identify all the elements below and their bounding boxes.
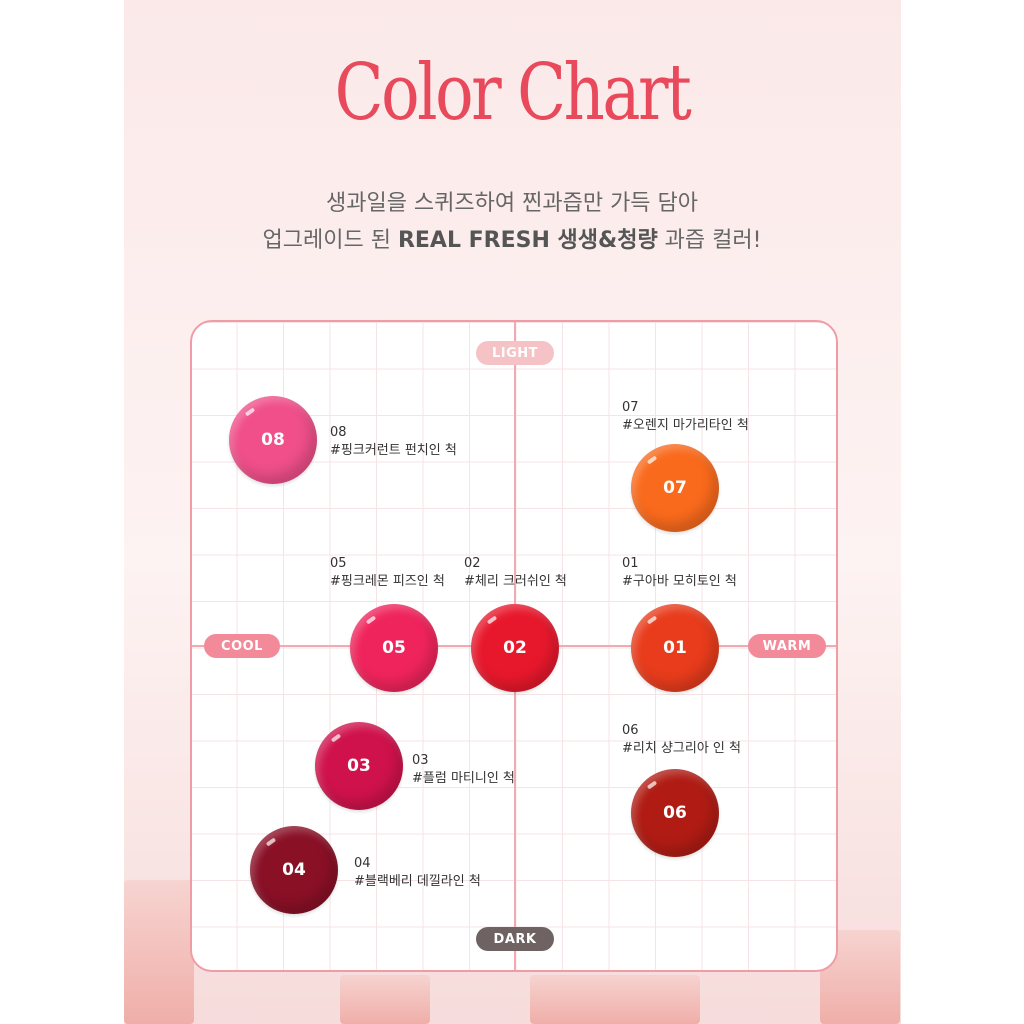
shade-name: #블랙베리 데낄라인 척 (354, 874, 481, 889)
axis-label-warm: WARM (748, 634, 826, 658)
subtitle-text: 업그레이드 된 (262, 228, 398, 253)
shade-name: #리치 샹그리아 인 척 (622, 741, 741, 756)
shade-swatch-05: 05 (350, 604, 438, 692)
product-image (124, 880, 194, 1024)
shade-label-05: 05 #핑크레몬 피즈인 척 (330, 555, 445, 591)
shade-number: 01 (622, 556, 639, 571)
axis-label-dark: DARK (476, 927, 554, 951)
subtitle-line-2: 업그레이드 된 REAL FRESH 생생&청량 과즙 컬러! (0, 222, 1024, 254)
shade-swatch-07: 07 (631, 444, 719, 532)
shade-number: 08 (330, 425, 347, 440)
shade-number: 05 (330, 556, 347, 571)
shade-name: #핑크레몬 피즈인 척 (330, 574, 445, 589)
shade-name: #플럼 마티니인 척 (412, 771, 515, 786)
shade-name: #구아바 모히토인 척 (622, 574, 737, 589)
shade-number: 02 (464, 556, 481, 571)
shade-label-08: 08 #핑크커런트 펀치인 척 (330, 424, 457, 460)
page-title: Color Chart (334, 48, 692, 138)
shade-label-04: 04 #블랙베리 데낄라인 척 (354, 855, 481, 891)
shade-number: 07 (622, 400, 639, 415)
shade-name: #오렌지 마가리타인 척 (622, 418, 749, 433)
shade-label-03: 03 #플럼 마티니인 척 (412, 752, 515, 788)
product-image (530, 975, 700, 1024)
shade-label-07: 07 #오렌지 마가리타인 척 (622, 399, 749, 435)
subtitle-bold: REAL FRESH 생생&청량 (397, 228, 658, 253)
shade-swatch-06: 06 (631, 769, 719, 857)
shade-number: 03 (412, 753, 429, 768)
shade-number: 04 (354, 856, 371, 871)
axis-label-light: LIGHT (476, 341, 554, 365)
shade-swatch-08: 08 (229, 396, 317, 484)
shade-label-06: 06 #리치 샹그리아 인 척 (622, 722, 741, 758)
axis-label-cool: COOL (204, 634, 280, 658)
shade-swatch-02: 02 (471, 604, 559, 692)
product-image (340, 975, 430, 1024)
shade-name: #핑크커런트 펀치인 척 (330, 443, 457, 458)
shade-label-02: 02 #체리 크러쉬인 척 (464, 555, 567, 591)
subtitle-text: 과즙 컬러! (657, 228, 762, 253)
shade-swatch-04: 04 (250, 826, 338, 914)
shade-swatch-01: 01 (631, 604, 719, 692)
subtitle-line-1: 생과일을 스퀴즈하여 찐과즙만 가득 담아 (325, 191, 699, 216)
shade-name: #체리 크러쉬인 척 (464, 574, 567, 589)
shade-label-01: 01 #구아바 모히토인 척 (622, 555, 737, 591)
shade-number: 06 (622, 723, 639, 738)
shade-swatch-03: 03 (315, 722, 403, 810)
